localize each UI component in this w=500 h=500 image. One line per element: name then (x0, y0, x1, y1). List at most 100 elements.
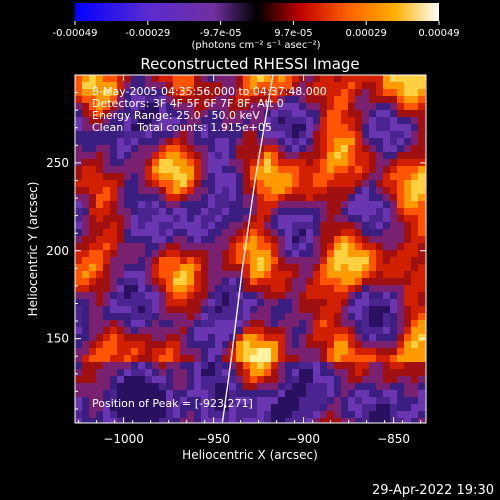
heatmap-cell (271, 187, 279, 195)
heatmap-cell (89, 180, 97, 188)
heatmap-cell (397, 173, 405, 181)
heatmap-cell (341, 215, 349, 223)
heatmap-cell (327, 348, 335, 356)
heatmap-cell (131, 180, 139, 188)
heatmap-cell (131, 397, 139, 405)
heatmap-cell (320, 124, 328, 132)
heatmap-cell (152, 376, 160, 384)
heatmap-cell (390, 362, 398, 370)
heatmap-cell (411, 327, 419, 335)
heatmap-cell (201, 411, 209, 419)
heatmap-cell (292, 159, 300, 167)
heatmap-cell (173, 96, 181, 104)
heatmap-cell (166, 201, 174, 209)
heatmap-cell (376, 166, 384, 174)
heatmap-cell (404, 348, 412, 356)
heatmap-cell (103, 383, 111, 391)
heatmap-cell (75, 376, 83, 384)
heatmap-cell (215, 229, 223, 237)
heatmap-cell (313, 383, 321, 391)
heatmap-cell (96, 173, 104, 181)
heatmap-cell (271, 299, 279, 307)
heatmap-cell (383, 418, 391, 423)
heatmap-cell (313, 418, 321, 423)
heatmap-cell (383, 89, 391, 97)
heatmap-cell (390, 131, 398, 139)
heatmap-cell (138, 369, 146, 377)
heatmap-cell (376, 292, 384, 300)
heatmap-cell (173, 271, 181, 279)
heatmap-cell (271, 215, 279, 223)
heatmap-cell (173, 390, 181, 398)
heatmap-cell (257, 299, 265, 307)
heatmap-cell (285, 187, 293, 195)
heatmap-cell (201, 187, 209, 195)
heatmap-cell (390, 369, 398, 377)
heatmap-cell (194, 250, 202, 258)
heatmap-cell (383, 369, 391, 377)
heatmap-cell (285, 313, 293, 321)
heatmap-cell (334, 306, 342, 314)
heatmap-cell (306, 222, 314, 230)
heatmap-cell (397, 292, 405, 300)
heatmap-cell (159, 208, 167, 216)
heatmap-cell (278, 376, 286, 384)
heatmap-cell (334, 355, 342, 363)
heatmap-cell (152, 201, 160, 209)
heatmap-cell (334, 362, 342, 370)
heatmap-cell (194, 117, 202, 125)
heatmap-cell (320, 173, 328, 181)
heatmap-cell (103, 397, 111, 405)
heatmap-cell (131, 229, 139, 237)
heatmap-cell (229, 376, 237, 384)
heatmap-cell (390, 271, 398, 279)
heatmap-cell (348, 173, 356, 181)
heatmap-cell (75, 369, 83, 377)
heatmap-cell (418, 96, 426, 104)
heatmap-cell (124, 145, 132, 153)
heatmap-cell (75, 390, 83, 398)
heatmap-cell (369, 397, 377, 405)
heatmap-cell (208, 257, 216, 265)
heatmap-cell (201, 145, 209, 153)
heatmap-cell (187, 152, 195, 160)
heatmap-cell (376, 180, 384, 188)
heatmap-cell (313, 96, 321, 104)
heatmap-cell (208, 131, 216, 139)
heatmap-cell (187, 159, 195, 167)
heatmap-cell (369, 264, 377, 272)
heatmap-cell (390, 327, 398, 335)
heatmap-cell (369, 334, 377, 342)
heatmap-cell (362, 306, 370, 314)
heatmap-cell (355, 292, 363, 300)
heatmap-cell (306, 264, 314, 272)
heatmap-cell (96, 327, 104, 335)
heatmap (75, 75, 426, 423)
heatmap-cell (257, 180, 265, 188)
heatmap-cell (243, 110, 251, 118)
heatmap-cell (313, 390, 321, 398)
heatmap-cell (334, 215, 342, 223)
heatmap-cell (278, 418, 286, 423)
heatmap-cell (159, 257, 167, 265)
heatmap-cell (117, 383, 125, 391)
heatmap-cell (390, 250, 398, 258)
heatmap-cell (229, 110, 237, 118)
heatmap-cell (418, 383, 426, 391)
heatmap-cell (243, 215, 251, 223)
heatmap-cell (187, 348, 195, 356)
heatmap-cell (173, 411, 181, 419)
heatmap-cell (299, 138, 307, 146)
heatmap-cell (180, 208, 188, 216)
heatmap-cell (152, 278, 160, 286)
heatmap-cell (75, 145, 83, 153)
heatmap-cell (327, 117, 335, 125)
heatmap-cell (264, 313, 272, 321)
heatmap-cell (404, 145, 412, 153)
heatmap-cell (376, 404, 384, 412)
heatmap-cell (320, 82, 328, 90)
heatmap-cell (166, 285, 174, 293)
heatmap-cell (397, 159, 405, 167)
heatmap-cell (75, 236, 83, 244)
heatmap-cell (194, 341, 202, 349)
